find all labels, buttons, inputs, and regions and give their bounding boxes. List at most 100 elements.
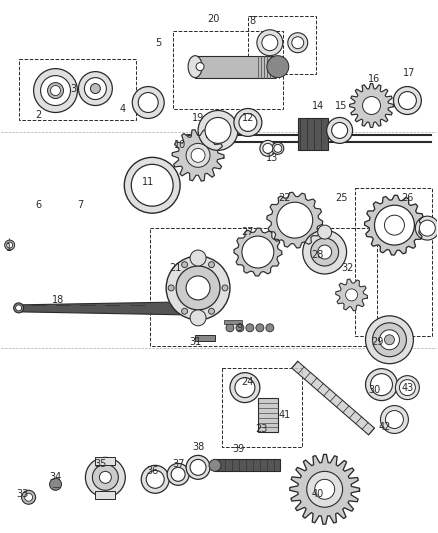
Text: 25: 25	[336, 193, 348, 203]
Circle shape	[176, 266, 220, 310]
Circle shape	[396, 376, 419, 400]
Circle shape	[239, 114, 257, 132]
Polygon shape	[292, 361, 374, 435]
Bar	[215, 459, 280, 471]
Circle shape	[186, 276, 210, 300]
Text: 3: 3	[71, 84, 77, 94]
Text: 6: 6	[35, 200, 42, 210]
Circle shape	[191, 148, 205, 163]
Circle shape	[168, 285, 174, 291]
Text: 37: 37	[172, 459, 184, 470]
Bar	[298, 118, 328, 150]
Circle shape	[16, 305, 21, 311]
Text: 4: 4	[119, 103, 125, 114]
Text: 30: 30	[368, 385, 381, 394]
Polygon shape	[336, 279, 367, 311]
Polygon shape	[172, 130, 224, 181]
Circle shape	[399, 92, 417, 109]
Polygon shape	[350, 84, 393, 127]
Circle shape	[167, 463, 189, 486]
Circle shape	[272, 142, 284, 155]
Circle shape	[303, 230, 346, 274]
Circle shape	[381, 406, 408, 433]
Circle shape	[190, 459, 206, 475]
Bar	[95, 457, 115, 465]
Circle shape	[50, 86, 60, 95]
Circle shape	[327, 117, 353, 143]
Circle shape	[314, 479, 335, 499]
Bar	[258, 398, 278, 432]
Text: 5: 5	[155, 38, 161, 48]
Text: 28: 28	[311, 250, 324, 260]
Circle shape	[146, 470, 164, 488]
Circle shape	[41, 76, 71, 106]
Circle shape	[205, 117, 231, 143]
Text: 20: 20	[207, 14, 219, 24]
Circle shape	[262, 35, 278, 51]
Circle shape	[385, 335, 395, 345]
Circle shape	[318, 245, 332, 259]
Circle shape	[186, 455, 210, 479]
Circle shape	[379, 330, 399, 350]
Circle shape	[182, 308, 187, 314]
Circle shape	[318, 225, 332, 239]
Text: 39: 39	[232, 445, 244, 455]
Text: 35: 35	[94, 459, 106, 470]
Circle shape	[25, 493, 32, 501]
Circle shape	[274, 144, 282, 152]
Text: 22: 22	[279, 193, 291, 203]
Ellipse shape	[14, 303, 24, 313]
Text: 19: 19	[192, 114, 204, 124]
Circle shape	[186, 143, 210, 167]
Circle shape	[85, 78, 106, 100]
Text: 18: 18	[53, 295, 65, 305]
Circle shape	[222, 285, 228, 291]
Circle shape	[288, 33, 308, 53]
Text: 32: 32	[341, 263, 354, 273]
Text: 41: 41	[279, 409, 291, 419]
Circle shape	[311, 238, 339, 266]
Circle shape	[48, 83, 64, 99]
Text: 10: 10	[174, 140, 186, 150]
Circle shape	[256, 324, 264, 332]
Bar	[195, 55, 275, 78]
Polygon shape	[290, 455, 360, 524]
Text: 34: 34	[49, 472, 62, 482]
Circle shape	[198, 110, 238, 150]
Text: 7: 7	[78, 200, 84, 210]
Ellipse shape	[188, 55, 202, 78]
Circle shape	[166, 256, 230, 320]
Bar	[19, 59, 136, 120]
Circle shape	[332, 123, 348, 139]
Circle shape	[385, 215, 404, 235]
Text: 36: 36	[146, 466, 159, 477]
Circle shape	[5, 240, 14, 250]
Bar	[224, 320, 242, 324]
Circle shape	[415, 216, 438, 240]
Text: 38: 38	[192, 442, 204, 453]
Text: 12: 12	[242, 114, 254, 124]
Circle shape	[234, 109, 262, 136]
Text: 40: 40	[311, 489, 324, 499]
Bar	[222, 368, 302, 447]
Circle shape	[208, 308, 215, 314]
Circle shape	[257, 30, 283, 55]
Circle shape	[419, 220, 435, 236]
Text: 33: 33	[17, 489, 29, 499]
Circle shape	[371, 374, 392, 395]
Circle shape	[399, 379, 415, 395]
Circle shape	[226, 324, 234, 332]
Text: 1: 1	[6, 243, 12, 253]
Circle shape	[236, 324, 244, 332]
Text: 13: 13	[266, 154, 278, 163]
Circle shape	[366, 369, 397, 401]
Circle shape	[92, 464, 118, 490]
Circle shape	[242, 236, 274, 268]
Circle shape	[374, 205, 414, 245]
Circle shape	[235, 378, 255, 398]
Circle shape	[267, 55, 289, 78]
Circle shape	[346, 289, 357, 301]
Text: 42: 42	[378, 423, 391, 432]
Circle shape	[131, 164, 173, 206]
Circle shape	[7, 242, 13, 248]
